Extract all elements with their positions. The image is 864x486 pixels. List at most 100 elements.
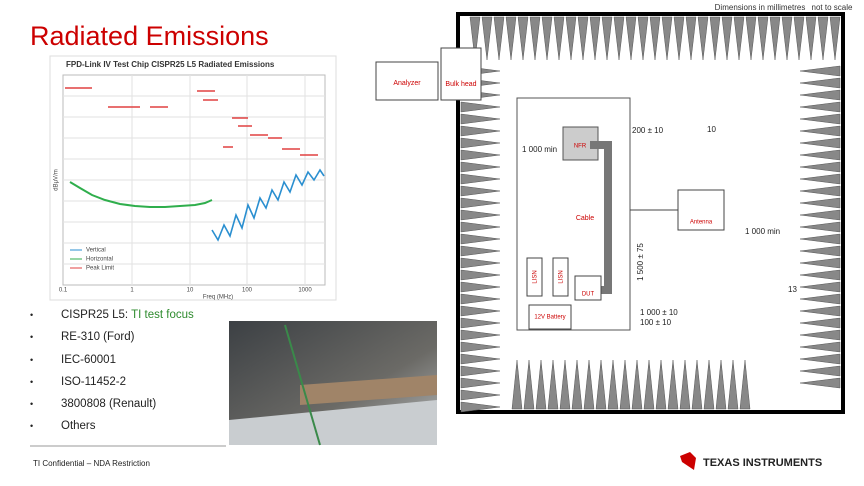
analyzer-box: [375, 61, 439, 101]
absorber: [529, 16, 541, 61]
antenna-box: [677, 189, 725, 231]
standards-list: CISPR25 L5: TI test focus RE-310 (Ford) …: [30, 305, 194, 439]
ground-plane: [516, 97, 631, 331]
absorber: [613, 16, 625, 61]
standard: RE-310 (Ford): [30, 327, 194, 349]
absorber: [799, 161, 841, 173]
dimension: 200 ± 10: [632, 126, 664, 135]
logo-mark: [680, 452, 696, 470]
absorber: [460, 293, 501, 305]
absorber: [799, 269, 841, 281]
vertical-trace: [211, 168, 325, 242]
absorber: [493, 16, 505, 61]
chamber-wall: [456, 12, 845, 414]
x-tick-label: 1000: [298, 288, 312, 294]
absorber: [460, 341, 501, 353]
cable-label: Cable: [576, 215, 594, 222]
absorber: [460, 305, 501, 317]
photo-table: [300, 375, 437, 405]
absorber: [691, 359, 703, 410]
absorber: [577, 16, 589, 61]
absorber: [703, 359, 715, 410]
absorber: [460, 329, 501, 341]
legend-entry: Vertical: [86, 248, 106, 254]
absorber: [799, 365, 841, 377]
battery-label: 12V Battery: [534, 315, 565, 321]
absorber: [460, 365, 501, 377]
dimension: 1 000 min: [745, 227, 780, 236]
absorber: [799, 89, 841, 101]
standard: ISO-11452-2: [30, 372, 194, 394]
probe-label: NFR: [574, 144, 587, 150]
absorber: [460, 173, 501, 185]
absorber: [460, 377, 501, 389]
legend-entry: Peak Limit: [86, 266, 114, 272]
absorber: [727, 359, 739, 410]
absorber: [595, 359, 607, 410]
absorber: [679, 359, 691, 410]
absorber: [619, 359, 631, 410]
absorber: [799, 353, 841, 365]
absorber: [460, 113, 501, 125]
absorber: [799, 113, 841, 125]
absorber: [799, 317, 841, 329]
absorber: [661, 16, 673, 61]
dimension: 100 ± 10: [640, 318, 672, 327]
lisn-label: LISN: [559, 270, 565, 283]
legend-entry: Horizontal: [86, 257, 113, 263]
absorber: [799, 245, 841, 257]
absorber: [799, 209, 841, 221]
absorber: [460, 281, 501, 293]
absorber: [505, 16, 517, 61]
limit-lines: [65, 87, 318, 156]
bulk-head-label: Bulk head: [445, 81, 476, 88]
dut-label: DUT: [582, 292, 595, 298]
absorber: [799, 197, 841, 209]
plot-grid: [63, 75, 325, 285]
absorber: [799, 329, 841, 341]
absorber: [637, 16, 649, 61]
absorber: [571, 359, 583, 410]
plot-title: FPD-Link IV Test Chip CISPR25 L5 Radiate…: [66, 60, 275, 69]
absorber: [697, 16, 709, 61]
absorber: [535, 359, 547, 410]
standard-text: CISPR25 L5:: [61, 309, 129, 321]
dimension: 10: [707, 125, 716, 134]
y-axis-label: dBμV/m: [54, 169, 60, 190]
absorber: [793, 16, 805, 61]
standard-text: 3800808 (Renault): [61, 398, 157, 411]
standard: IEC-60001: [30, 350, 194, 372]
absorber: [460, 221, 501, 233]
absorber: [460, 245, 501, 257]
absorber: [799, 293, 841, 305]
absorber: [799, 281, 841, 293]
absorber: [523, 359, 535, 410]
absorber: [460, 233, 501, 245]
antenna-label: Antenna: [690, 220, 713, 226]
absorber: [655, 359, 667, 410]
absorber: [739, 359, 751, 410]
dimension: 1 000 min: [522, 145, 557, 154]
standard: CISPR25 L5: TI test focus: [30, 305, 194, 327]
absorber: [799, 149, 841, 161]
footer: TI Confidential – NDA Restriction: [33, 459, 150, 468]
absorber: [799, 221, 841, 233]
standard-note: TI test focus: [131, 309, 194, 321]
lisn-label: LISN: [533, 270, 539, 283]
absorber: [631, 359, 643, 410]
absorber: [745, 16, 757, 61]
absorber: [607, 359, 619, 410]
absorber: [460, 137, 501, 149]
absorber: [781, 16, 793, 61]
standard-text: Others: [61, 420, 96, 433]
absorber: [517, 16, 529, 61]
absorber: [460, 317, 501, 329]
photo-antenna: [284, 324, 321, 446]
absorber: [733, 16, 745, 61]
dut-box: [574, 275, 602, 301]
absorber: [799, 305, 841, 317]
absorber: [553, 16, 565, 61]
absorber: [799, 377, 841, 389]
standard: Others: [30, 416, 194, 438]
absorber: [799, 341, 841, 353]
